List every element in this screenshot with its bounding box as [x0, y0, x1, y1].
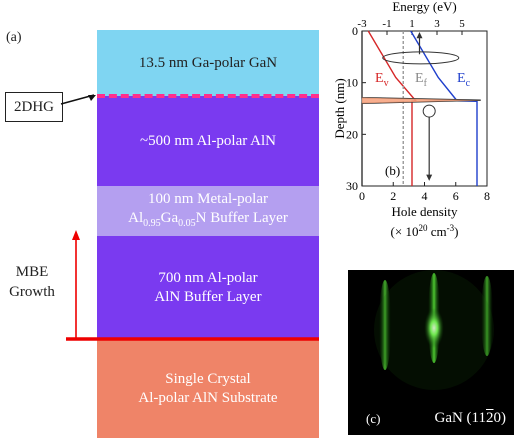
rheed-streak-left	[379, 280, 391, 370]
bottom-tick-label: 8	[484, 189, 490, 203]
energy-ellipse	[382, 51, 460, 65]
top-axis-label: Energy (eV)	[392, 0, 456, 14]
y-tick-label: 20	[346, 127, 358, 141]
bottom-tick-label: 2	[390, 189, 396, 203]
rheed-streak-right	[481, 276, 493, 356]
rheed-caption: GaN (1120)	[434, 410, 506, 426]
growth-label-line2: Growth	[9, 284, 55, 300]
legend-ev: Ev	[375, 71, 389, 89]
rheed-image: (c) GaN (1120)	[348, 270, 514, 435]
bottom-tick-label: 6	[453, 189, 459, 203]
aln-buffer-line2: AlN Buffer Layer	[154, 288, 262, 305]
2dhg-label-box: 2DHG	[5, 92, 63, 122]
substrate-line1: Single Crystal	[165, 370, 251, 387]
top-tick-label: 3	[434, 18, 440, 30]
rheed-caption-bar: 2	[486, 410, 494, 426]
growth-label: MBE Growth	[2, 262, 62, 302]
rheed-background-glow	[374, 270, 494, 390]
density-arrowhead	[426, 174, 433, 181]
2dhg-dashed-line	[97, 94, 319, 98]
gan-layer-text: 13.5 nm Ga-polar GaN	[138, 54, 278, 71]
growth-label-line1: MBE	[15, 264, 49, 280]
top-tick-label: 5	[459, 18, 465, 30]
series-ec	[410, 30, 478, 186]
algan-buffer-line1: 100 nm Metal-polar	[148, 190, 268, 207]
rheed-streaks	[348, 270, 514, 435]
2dhg-pointer-head	[88, 95, 96, 101]
substrate-layer: Single Crystal Al-polar AlN Substrate	[97, 339, 319, 438]
y-tick-label: 0	[352, 24, 358, 38]
2dhg-pointer-line	[60, 94, 95, 105]
aln-buffer-layer: 700 nm Al-polar AlN Buffer Layer	[97, 236, 319, 339]
algan-buffer-layer: 100 nm Metal-polar Al0.95Ga0.05N Buffer …	[97, 186, 319, 236]
bottom-axis-unit: (× 1020 cm-3)	[391, 223, 459, 239]
aln-top-layer-text: ~500 nm Al-polar AlN	[139, 132, 277, 149]
chart-annotations	[382, 32, 460, 181]
y-tick-label: 10	[346, 76, 358, 90]
legend-ef: Ef	[415, 71, 428, 89]
growth-arrow-head	[72, 230, 80, 240]
panel-b-label: (b)	[385, 163, 400, 178]
y-axis-label: Depth (nm)	[332, 78, 347, 138]
axis-ticks: -3 -1 1 3 5 0 2 4 6 8 0 10 20 30	[346, 18, 490, 203]
top-tick-label: 1	[409, 18, 415, 30]
substrate-line2: Al-polar AlN Substrate	[138, 389, 278, 406]
rheed-specular-spot	[424, 308, 444, 348]
chart-series	[361, 30, 481, 186]
panel-c-label: (c)	[366, 411, 381, 426]
aln-top-layer: ~500 nm Al-polar AlN	[97, 96, 319, 186]
legend-ec: Ec	[457, 71, 471, 89]
2dhg-label: 2DHG	[14, 98, 54, 115]
gan-layer: 13.5 nm Ga-polar GaN	[97, 30, 319, 96]
hole-density-fill	[362, 31, 481, 186]
series-hole-density	[361, 31, 481, 186]
top-tick-label: -1	[382, 18, 391, 30]
bottom-tick-label: 4	[422, 189, 428, 203]
y-tick-label: 30	[346, 179, 358, 193]
density-circle	[422, 104, 436, 118]
bottom-axis-label: Hole density	[391, 204, 458, 219]
algan-buffer-line2: Al0.95Ga0.05N Buffer Layer	[128, 209, 288, 229]
aln-buffer-line1: 700 nm Al-polar	[158, 269, 258, 286]
energy-arrowhead	[416, 32, 423, 39]
top-tick-label: -3	[357, 18, 367, 30]
bottom-tick-label: 0	[359, 189, 365, 203]
panel-a-label: (a)	[6, 30, 22, 45]
